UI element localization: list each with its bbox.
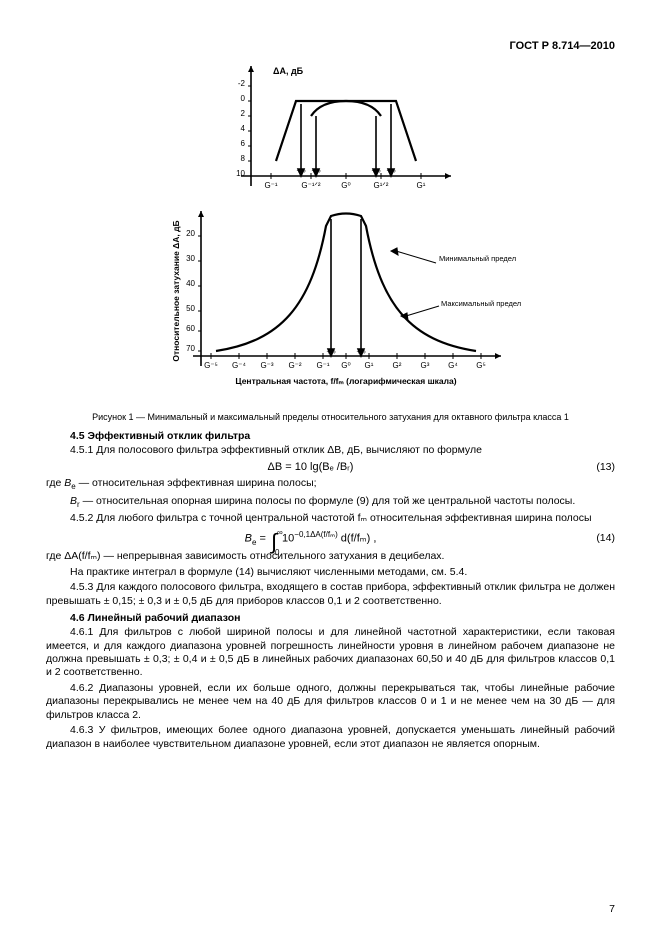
top-ylabel: ΔA, дБ — [273, 66, 304, 76]
bot-ytick: 60 — [186, 324, 195, 333]
top-xtick: G¹ᐟ² — [373, 181, 388, 190]
figure-1: -2 0 2 4 6 8 10 ΔA, дБ G⁻¹ G⁻¹ᐟ² — [46, 56, 615, 406]
top-ytick: 10 — [236, 169, 245, 178]
bot-ytick: 20 — [186, 229, 195, 238]
bot-xtick: G¹ — [364, 361, 373, 370]
annot-max: Максимальный предел — [441, 299, 521, 308]
where-be: где Be Bₑ — относительная эффективная ши… — [46, 477, 615, 492]
p-4-6-3: 4.6.3 У фильтров, имеющих более одного д… — [46, 724, 615, 751]
top-ytick: 0 — [240, 94, 245, 103]
where-lead: где — [46, 477, 64, 489]
p-4-5-1: 4.5.1 Для полосового фильтра эффективный… — [46, 444, 615, 457]
bot-ytick: 70 — [186, 344, 195, 353]
top-xtick: G¹ — [416, 181, 425, 190]
equation-13: ΔB = 10 lg(Bₑ /Bᵣ) (13) — [46, 461, 615, 473]
top-ytick: 6 — [240, 139, 245, 148]
inf-label: +∞ — [356, 349, 365, 356]
ylabel: Относительное затухание ΔA, дБ — [171, 220, 181, 361]
bot-ytick: 30 — [186, 254, 195, 263]
section-4-5-title: 4.5 Эффективный отклик фильтра — [70, 430, 615, 442]
bot-xtick: G⁻² — [288, 361, 301, 370]
page-number: 7 — [609, 903, 615, 915]
eq14-exp: −0,1ΔA(f/fₘ) — [294, 530, 337, 539]
xlabel: Центральная частота, f/fₘ (логарифмическ… — [235, 376, 456, 386]
bot-xtick: G³ — [420, 361, 429, 370]
eq14-number: (14) — [575, 532, 615, 544]
inf-label: +∞ — [326, 349, 335, 356]
bot-xtick: G⁴ — [448, 361, 458, 370]
bot-xtick: G⁻³ — [260, 361, 273, 370]
eq14-post: d(f/fₘ) , — [338, 532, 377, 544]
top-ytick: 8 — [240, 154, 245, 163]
bot-xtick: G⁻⁵ — [204, 361, 218, 370]
inf-label: +∞ — [371, 168, 380, 175]
p-4-5-2: 4.5.2 Для любого фильтра с точной центра… — [46, 512, 615, 525]
figure-caption: Рисунок 1 — Минимальный и максимальный п… — [46, 412, 615, 422]
bot-ytick: 40 — [186, 279, 195, 288]
inf-label: +∞ — [386, 168, 395, 175]
bot-xtick: G⁻⁴ — [232, 361, 246, 370]
eq14-base: 10 — [282, 532, 294, 544]
bot-ytick: 50 — [186, 304, 195, 313]
where-br: Br — относительная опорная ширина полосы… — [46, 495, 615, 510]
bot-xtick: G⁰ — [341, 361, 350, 370]
top-xtick: G⁻¹ — [264, 181, 277, 190]
bot-xtick: G⁵ — [476, 361, 486, 370]
section-4-6-title: 4.6 Линейный рабочий диапазон — [70, 612, 615, 624]
eq13-number: (13) — [575, 461, 615, 473]
bot-xtick: G⁻¹ — [316, 361, 329, 370]
p-4-6-1: 4.6.1 Для фильтров с любой шириной полос… — [46, 626, 615, 680]
p-4-5-2b: где ΔA(f/fₘ) — непрерывная зависимость о… — [46, 550, 615, 563]
equation-14: Be = ∫∞0 10−0,1ΔA(f/fₘ) d(f/fₘ) , (14) — [46, 530, 615, 547]
top-ytick: 2 — [240, 109, 245, 118]
p-4-5-2c: На практике интеграл в формуле (14) вычи… — [46, 566, 615, 579]
top-xtick: G⁻¹ᐟ² — [301, 181, 320, 190]
top-ytick: 4 — [240, 124, 245, 133]
doc-header: ГОСТ Р 8.714—2010 — [46, 40, 615, 52]
inf-label: +∞ — [296, 168, 305, 175]
top-xtick: G⁰ — [341, 181, 350, 190]
annot-min: Минимальный предел — [439, 254, 516, 263]
eq13-body: ΔB = 10 lg(Bₑ /Bᵣ) — [268, 461, 354, 473]
top-ytick: -2 — [237, 79, 245, 88]
bot-xtick: G² — [392, 361, 401, 370]
p-4-6-2: 4.6.2 Диапазоны уровней, если их больше … — [46, 682, 615, 722]
inf-label: +∞ — [311, 168, 320, 175]
p-4-5-3: 4.5.3 Для каждого полосового фильтра, вх… — [46, 581, 615, 608]
